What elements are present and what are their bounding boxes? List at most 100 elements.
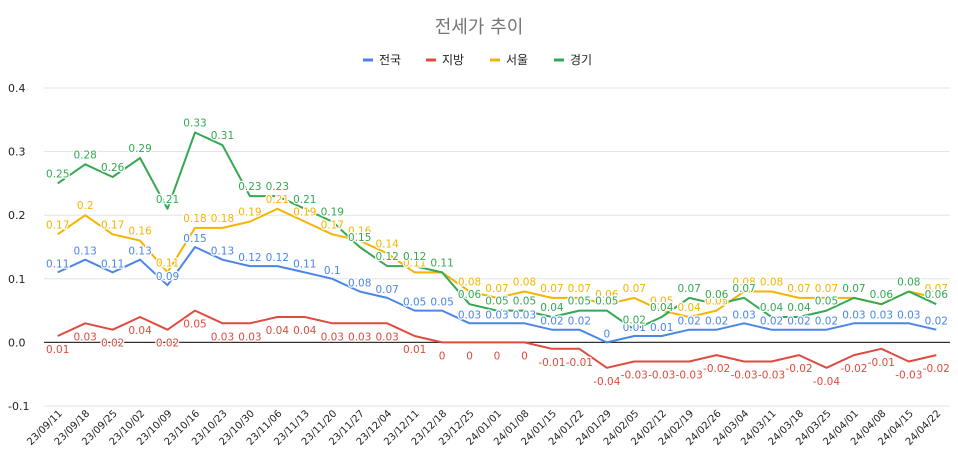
data-label: -0.02	[785, 363, 812, 375]
data-label: -0.01	[566, 357, 593, 369]
data-label: 0.03	[897, 309, 920, 321]
data-label: 0.07	[568, 283, 591, 295]
data-label: 0.02	[540, 316, 563, 328]
data-label: 0.07	[540, 283, 563, 295]
data-labels: 0.110.130.110.130.090.150.130.12 0.120.11…	[45, 116, 951, 389]
data-label: 0.02	[677, 316, 700, 328]
data-label: -0.04	[813, 376, 840, 388]
data-label: 0.03	[485, 309, 508, 321]
data-label: 0.03	[321, 331, 344, 343]
data-label: 0.07	[375, 284, 398, 296]
legend-label: 경기	[570, 53, 592, 67]
data-label: -0.02	[703, 363, 730, 375]
y-axis: -0.1 0.0 0.1 0.2 0.3 0.4	[8, 82, 29, 413]
data-label: 0.18	[183, 213, 206, 225]
data-label: 0.04	[650, 302, 674, 314]
data-label: 0.16	[348, 226, 372, 238]
data-label: 0.23	[238, 181, 261, 193]
data-label: 0.04	[128, 325, 152, 337]
data-label: 0.07	[925, 283, 948, 295]
data-label: 0.07	[842, 283, 865, 295]
data-label: 0.04	[266, 325, 290, 337]
data-label: 0.03	[732, 309, 755, 321]
data-label: -0.02	[923, 363, 950, 375]
data-label: 0.02	[815, 316, 838, 328]
legend-item: 지방	[426, 53, 464, 67]
data-label: 0.21	[156, 194, 179, 206]
data-label: 0.08	[760, 277, 783, 289]
data-label: -0.02	[840, 363, 867, 375]
data-label: 0.07	[842, 283, 865, 295]
data-label: 0.05	[815, 296, 838, 308]
data-label: 0.25	[46, 168, 69, 180]
data-label: 0.02	[925, 316, 948, 328]
data-label: 0.14	[375, 238, 399, 250]
data-label: 0.07	[815, 283, 838, 295]
data-label: 0.05	[513, 296, 536, 308]
legend-label: 전국	[379, 53, 401, 67]
data-label: 0.29	[128, 143, 151, 155]
data-label: 0.31	[211, 130, 234, 142]
chart-title: 전세가 추이	[435, 17, 524, 38]
data-label: 0.02	[623, 315, 646, 327]
data-label: 0.07	[623, 283, 646, 295]
data-label: 0.07	[677, 283, 700, 295]
data-label: 0.21	[266, 194, 289, 206]
data-label: -0.01	[538, 357, 565, 369]
data-label: 0.07	[732, 283, 755, 295]
data-label: 0.12	[375, 251, 398, 263]
data-label: 0.11	[293, 258, 316, 270]
data-label: 0	[494, 350, 501, 362]
data-label: 0.08	[458, 277, 481, 289]
data-label: 0.05	[650, 296, 673, 308]
y-tick-label: 0.4	[8, 82, 26, 95]
data-label: 0.23	[266, 181, 289, 193]
series-line	[57, 131, 937, 331]
data-label: 0.03	[375, 331, 398, 343]
data-label: 0.03	[458, 309, 481, 321]
data-label: 0.03	[842, 309, 865, 321]
legend-label: 서울	[506, 53, 528, 67]
data-label: 0	[439, 350, 446, 362]
series-lines	[57, 131, 937, 369]
data-label: 0.17	[101, 219, 124, 231]
data-label: 0.05	[568, 296, 591, 308]
data-label: 0.05	[183, 319, 206, 331]
data-label: 0.06	[458, 289, 482, 301]
y-tick-label: 0.3	[8, 146, 26, 159]
legend-item: 경기	[554, 53, 592, 67]
data-label: 0.28	[73, 149, 96, 161]
data-label: 0.03	[73, 331, 96, 343]
data-label: 0.06	[925, 289, 949, 301]
data-label: 0.08	[513, 277, 536, 289]
data-label: 0.19	[293, 207, 316, 219]
data-label: 0.08	[897, 277, 920, 289]
data-label: 0.11	[156, 257, 179, 269]
series-line	[57, 207, 937, 318]
data-label: 0.12	[238, 252, 261, 264]
data-label: 0.08	[897, 277, 920, 289]
data-label: 0.03	[513, 309, 536, 321]
data-label: 0.01	[650, 322, 673, 334]
data-label: 0.06	[705, 289, 729, 301]
data-label: 0.09	[156, 271, 179, 283]
data-label: 0.12	[403, 251, 426, 263]
data-label: -0.01	[868, 357, 895, 369]
data-label: 0.15	[348, 232, 371, 244]
data-label: 0.1	[324, 265, 341, 277]
data-label: 0.05	[403, 297, 426, 309]
data-label: 0.06	[595, 289, 619, 301]
data-label: 0.15	[183, 233, 206, 245]
data-label: 0.19	[238, 207, 261, 219]
x-axis: 23/09/1123/09/1823/09/2523/10/0223/10/09…	[25, 408, 943, 448]
data-label: 0.07	[787, 283, 810, 295]
data-label: 0.03	[348, 331, 371, 343]
data-label: 0.18	[211, 213, 234, 225]
data-label: 0.04	[760, 302, 784, 314]
data-label: 0.2	[77, 200, 94, 212]
legend-label: 지방	[442, 53, 464, 67]
y-tick-label: -0.1	[8, 400, 29, 413]
data-label: 0.33	[183, 118, 206, 130]
data-label: 0.19	[321, 207, 344, 219]
data-label: 0.06	[870, 289, 894, 301]
